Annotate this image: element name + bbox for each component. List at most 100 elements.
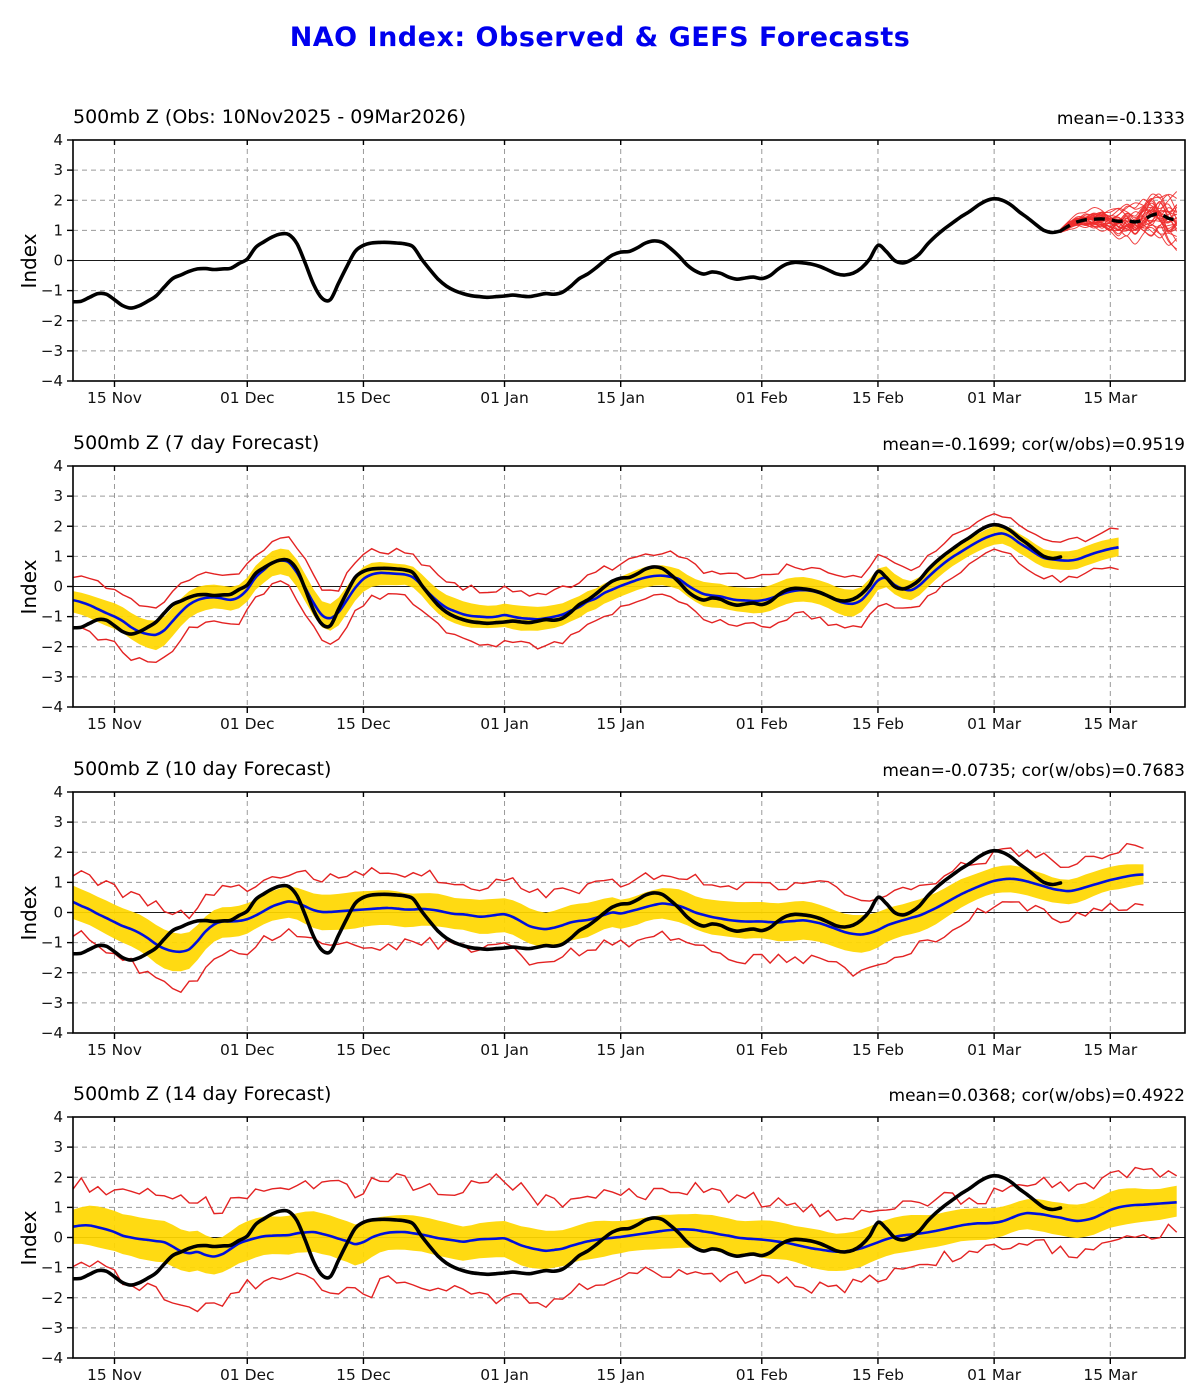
x-tick-label: 01 Dec bbox=[220, 1366, 275, 1384]
y-tick-label: 3 bbox=[53, 1138, 63, 1156]
y-tick-label: −4 bbox=[41, 1349, 63, 1367]
envelope-min-line bbox=[73, 548, 1119, 664]
observed-line bbox=[73, 848, 1063, 962]
y-tick-label: 2 bbox=[53, 517, 63, 535]
x-tick-label: 15 Nov bbox=[87, 1366, 142, 1384]
y-tick-label: 0 bbox=[53, 1229, 63, 1247]
x-tick-label: 01 Feb bbox=[736, 1366, 788, 1384]
x-tick-label: 15 Jan bbox=[596, 1366, 645, 1384]
panel-2-title: 500mb Z (7 day Forecast) bbox=[73, 432, 320, 454]
panel-1-stats: mean=-0.1333 bbox=[1056, 109, 1185, 129]
grid-panel-1 bbox=[73, 140, 1185, 381]
y-tick-label: 3 bbox=[53, 487, 63, 505]
x-tick-label: 15 Mar bbox=[1083, 389, 1138, 407]
y-tick-label: −4 bbox=[41, 372, 63, 390]
series-panel-1 bbox=[73, 191, 1178, 310]
x-tick-label: 15 Dec bbox=[336, 389, 391, 407]
axes-panel-2: 15 Nov 01 Dec 15 Dec 01 Jan 15 Jan 01 Feb 15 F… bbox=[41, 457, 1138, 733]
x-tick-label: 15 Dec bbox=[336, 1041, 391, 1059]
envelope-max-line bbox=[73, 842, 1144, 920]
x-tick-label: 01 Dec bbox=[220, 715, 275, 733]
panel-4-stats: mean=0.0368; cor(w/obs)=0.4922 bbox=[888, 1086, 1185, 1106]
y-tick-label: −2 bbox=[41, 638, 63, 656]
series-panel-4 bbox=[73, 1166, 1178, 1313]
envelope-min-line bbox=[73, 1223, 1178, 1313]
y-tick-label: −3 bbox=[41, 342, 63, 360]
axes-panel-3: 15 Nov 01 Dec 15 Dec 01 Jan 15 Jan 01 Feb 15 F… bbox=[41, 783, 1138, 1059]
x-tick-label: 01 Dec bbox=[220, 389, 275, 407]
ensemble-member-line bbox=[1060, 207, 1177, 233]
x-tick-label: 01 Mar bbox=[967, 389, 1022, 407]
x-tick-label: 15 Feb bbox=[852, 1041, 904, 1059]
y-tick-label: 1 bbox=[53, 1198, 63, 1216]
x-tick-label: 01 Feb bbox=[736, 389, 788, 407]
y-tick-label: −4 bbox=[41, 1024, 63, 1042]
y-tick-label: −3 bbox=[41, 668, 63, 686]
y-tick-label: −1 bbox=[41, 934, 63, 952]
x-tick-label: 15 Jan bbox=[596, 389, 645, 407]
axes-panel-1: 15 Nov 01 Dec 15 Dec 01 Jan 15 Jan 01 Feb 15 F… bbox=[41, 131, 1138, 407]
envelope-max-line bbox=[73, 512, 1119, 609]
y-tick-label: 1 bbox=[53, 221, 63, 239]
y-tick-label: 1 bbox=[53, 873, 63, 891]
x-tick-label: 01 Mar bbox=[967, 715, 1022, 733]
x-tick-label: 15 Feb bbox=[852, 389, 904, 407]
observed-line bbox=[73, 522, 1063, 636]
x-tick-label: 01 Mar bbox=[967, 1366, 1022, 1384]
observed-line bbox=[73, 1173, 1063, 1287]
forecast-mean-line bbox=[73, 873, 1144, 954]
x-tick-label: 15 Dec bbox=[336, 715, 391, 733]
observed-line bbox=[73, 196, 1063, 310]
x-tick-label: 01 Mar bbox=[967, 1041, 1022, 1059]
x-tick-label: 15 Dec bbox=[336, 1366, 391, 1384]
x-tick-label: 15 Nov bbox=[87, 389, 142, 407]
chart-title: NAO Index: Observed & GEFS Forecasts bbox=[289, 22, 911, 53]
panel-2-stats: mean=-0.1699; cor(w/obs)=0.9519 bbox=[882, 435, 1185, 455]
y-tick-label: 4 bbox=[53, 783, 63, 801]
y-tick-label: 4 bbox=[53, 457, 63, 475]
x-tick-label: 01 Jan bbox=[480, 389, 529, 407]
y-tick-label: 1 bbox=[53, 547, 63, 565]
y-tick-label: −1 bbox=[41, 1259, 63, 1277]
y-tick-label: 0 bbox=[53, 252, 63, 270]
x-tick-label: 01 Feb bbox=[736, 1041, 788, 1059]
y-tick-label: −4 bbox=[41, 698, 63, 716]
x-tick-label: 15 Feb bbox=[852, 715, 904, 733]
x-tick-label: 01 Jan bbox=[480, 715, 529, 733]
x-tick-label: 15 Nov bbox=[87, 1041, 142, 1059]
y-tick-label: 4 bbox=[53, 1108, 63, 1126]
x-tick-label: 15 Jan bbox=[596, 715, 645, 733]
x-tick-label: 15 Mar bbox=[1083, 1041, 1138, 1059]
y-tick-label: 3 bbox=[53, 161, 63, 179]
forecast-mean-line bbox=[73, 1201, 1177, 1258]
x-tick-label: 15 Jan bbox=[596, 1041, 645, 1059]
envelope-max-line bbox=[73, 1166, 1178, 1222]
x-tick-label: 15 Mar bbox=[1083, 1366, 1138, 1384]
y-tick-label: 0 bbox=[53, 904, 63, 922]
x-tick-label: 01 Jan bbox=[480, 1041, 529, 1059]
x-tick-label: 15 Mar bbox=[1083, 715, 1138, 733]
y-tick-label: 0 bbox=[53, 578, 63, 596]
y-tick-label: −3 bbox=[41, 1319, 63, 1337]
x-tick-label: 15 Nov bbox=[87, 715, 142, 733]
series-panel-2 bbox=[73, 512, 1119, 664]
x-tick-label: 01 Feb bbox=[736, 715, 788, 733]
forecast-mean-line bbox=[73, 532, 1119, 637]
axes-panel-4: 15 Nov 01 Dec 15 Dec 01 Jan 15 Jan 01 Feb 15 F… bbox=[41, 1108, 1138, 1384]
y-tick-label: −3 bbox=[41, 994, 63, 1012]
y-tick-label: 2 bbox=[53, 843, 63, 861]
y-tick-label: −1 bbox=[41, 282, 63, 300]
y-tick-label: 2 bbox=[53, 1168, 63, 1186]
spread-band bbox=[73, 864, 1144, 972]
panel-4-title: 500mb Z (14 day Forecast) bbox=[73, 1083, 332, 1105]
y-tick-label: −1 bbox=[41, 608, 63, 626]
panel-3-title: 500mb Z (10 day Forecast) bbox=[73, 758, 332, 780]
envelope-min-line bbox=[73, 901, 1144, 994]
x-tick-label: 01 Dec bbox=[220, 1041, 275, 1059]
y-tick-label: 2 bbox=[53, 191, 63, 209]
series-panel-3 bbox=[73, 842, 1144, 994]
y-tick-label: −2 bbox=[41, 312, 63, 330]
y-tick-label: 4 bbox=[53, 131, 63, 149]
y-tick-label: −2 bbox=[41, 1289, 63, 1307]
